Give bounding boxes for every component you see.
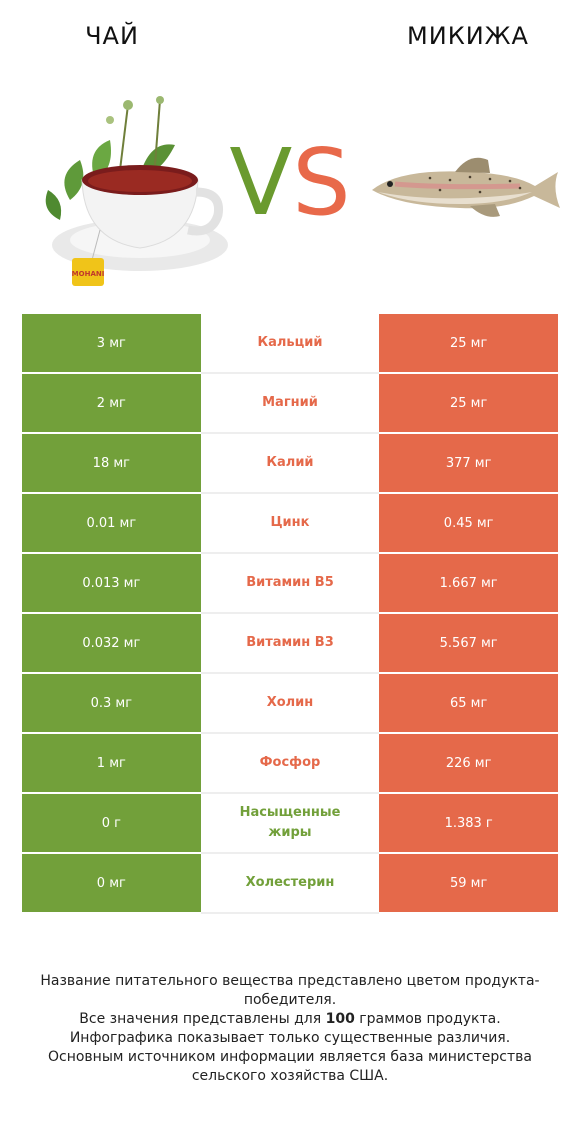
nutrient-name: Кальций	[200, 314, 380, 374]
left-value: 0.01 мг	[22, 493, 201, 554]
right-value: 1.667 мг	[379, 553, 558, 614]
footer-line-1: Название питательного вещества представл…	[40, 973, 540, 1008]
table-row: 2 мг Магний 25 мг	[22, 373, 558, 434]
left-value: 0.3 мг	[22, 673, 201, 734]
right-product-title: МИКИЖА	[407, 22, 529, 50]
footer-notes: Название питательного вещества представл…	[20, 972, 560, 1086]
nutrient-name-label: Витамин B5	[246, 575, 334, 590]
hero-illustration: MOHANI	[45, 96, 560, 286]
left-value: 0 г	[22, 793, 201, 854]
nutrient-name: Насыщенные жиры	[200, 793, 380, 854]
footer-line-3: Инфографика показывает только существенн…	[69, 1030, 511, 1046]
table-row: 0 г Насыщенные жиры 1.383 г	[22, 793, 558, 854]
left-value: 0 мг	[22, 853, 201, 914]
nutrient-name-label: Холестерин	[245, 875, 335, 890]
footer-line-2: Все значения представлены для 100 граммо…	[20, 1010, 560, 1029]
right-value: 65 мг	[379, 673, 558, 734]
left-value: 0.013 мг	[22, 553, 201, 614]
trout-fish-icon	[372, 157, 560, 217]
right-value: 59 мг	[379, 853, 558, 914]
nutrient-name-label: Насыщенные жиры	[239, 805, 341, 840]
right-value: 5.567 мг	[379, 613, 558, 674]
nutrient-name: Магний	[200, 373, 380, 434]
table-row: 0 мг Холестерин 59 мг	[22, 853, 558, 914]
left-value: 1 мг	[22, 733, 201, 794]
nutrient-name-label: Кальций	[257, 335, 323, 350]
footer-line-2-post: граммов продукта.	[354, 1011, 501, 1027]
nutrient-name-label: Холин	[266, 695, 314, 710]
nutrient-name-label: Цинк	[270, 515, 310, 530]
footer-line-2-pre: Все значения представлены для	[79, 1011, 326, 1027]
nutrient-name-label: Магний	[262, 395, 318, 410]
right-value: 1.383 г	[379, 793, 558, 854]
nutrient-name: Фосфор	[200, 733, 380, 794]
left-value: 2 мг	[22, 373, 201, 434]
left-product-title: ЧАЙ	[85, 22, 139, 50]
left-value: 0.032 мг	[22, 613, 201, 674]
footer-line-2-bold: 100	[325, 1011, 355, 1027]
vs-s: S	[292, 129, 351, 236]
table-row: 0.3 мг Холин 65 мг	[22, 673, 558, 734]
nutrient-name: Витамин B5	[200, 553, 380, 614]
right-value: 25 мг	[379, 314, 558, 374]
nutrient-name: Калий	[200, 433, 380, 494]
table-row: 0.01 мг Цинк 0.45 мг	[22, 493, 558, 554]
table-row: 0.013 мг Витамин B5 1.667 мг	[22, 553, 558, 614]
right-value: 377 мг	[379, 433, 558, 494]
footer-line-4: Основным источником информации является …	[48, 1049, 532, 1084]
left-value: 18 мг	[22, 433, 201, 494]
right-value: 226 мг	[379, 733, 558, 794]
left-value: 3 мг	[22, 314, 201, 374]
nutrient-comparison-table: 3 мг Кальций 25 мг 2 мг Магний 25 мг 18 мг Кали…	[22, 314, 558, 914]
nutrient-name: Холестерин	[200, 853, 380, 914]
nutrient-name-label: Витамин B3	[246, 635, 334, 650]
table-row: 0.032 мг Витамин B3 5.567 мг	[22, 613, 558, 674]
nutrient-name-label: Фосфор	[259, 755, 321, 770]
nutrient-name: Холин	[200, 673, 380, 734]
table-row: 18 мг Калий 377 мг	[22, 433, 558, 494]
table-row: 3 мг Кальций 25 мг	[22, 314, 558, 374]
tea-tag-text: MOHANI	[72, 270, 105, 278]
right-value: 25 мг	[379, 373, 558, 434]
table-row: 1 мг Фосфор 226 мг	[22, 733, 558, 794]
nutrient-name: Витамин B3	[200, 613, 380, 674]
nutrient-name: Цинк	[200, 493, 380, 554]
nutrient-name-label: Калий	[266, 455, 314, 470]
vs-label: VS	[222, 128, 358, 238]
tea-cup-icon: MOHANI	[45, 96, 228, 286]
right-value: 0.45 мг	[379, 493, 558, 554]
vs-v: V	[229, 129, 293, 236]
